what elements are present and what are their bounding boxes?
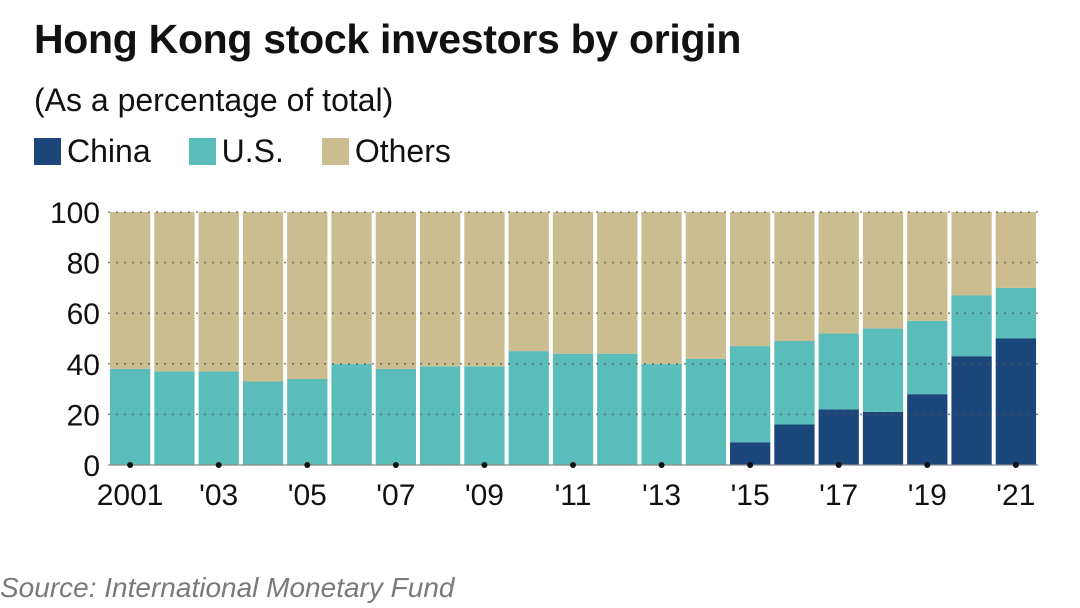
legend-item-us: U.S. (188, 133, 284, 170)
bar-us-2019 (907, 320, 948, 395)
x-tick-label-2017: '17 (819, 479, 858, 512)
legend-item-china: China (34, 133, 151, 170)
bar-us-2007 (375, 368, 416, 465)
x-tick-dot-2007 (392, 462, 399, 468)
x-tick-label-2001: 2001 (97, 479, 164, 512)
bar-us-2010 (508, 351, 549, 465)
y-tick-label-0: 0 (83, 450, 100, 483)
legend: China U.S. Others (34, 133, 489, 170)
bar-us-2002 (154, 371, 195, 465)
x-tick-label-2005: '05 (288, 479, 327, 512)
bar-china-2018 (862, 411, 904, 465)
bar-others-2004 (242, 212, 284, 382)
bar-others-2003 (198, 212, 239, 372)
bar-us-2017 (818, 333, 859, 410)
x-tick-dot-2009 (481, 462, 488, 468)
bar-others-2010 (508, 212, 549, 352)
x-tick-label-2013: '13 (642, 479, 681, 512)
x-tick-label-2009: '09 (465, 479, 504, 512)
bar-others-2019 (907, 212, 948, 321)
bar-us-2005 (287, 378, 328, 465)
x-tick-dot-2001 (127, 462, 134, 468)
bar-us-2001 (110, 368, 151, 465)
legend-label-others: Others (354, 133, 451, 169)
bar-others-2007 (375, 212, 416, 369)
source-note: Source: International Monetary Fund (0, 572, 455, 603)
x-tick-label-2007: '07 (376, 479, 415, 512)
legend-label-us: U.S. (221, 133, 284, 169)
bar-us-2009 (464, 366, 505, 465)
x-tick-label-2015: '15 (731, 479, 770, 512)
bar-us-2014 (685, 358, 726, 465)
x-tick-dot-2011 (570, 462, 576, 468)
bar-china-2017 (818, 409, 859, 465)
bar-china-2016 (774, 424, 815, 465)
bar-others-2012 (597, 212, 638, 354)
bar-others-2001 (110, 212, 151, 369)
y-tick-label-20: 20 (67, 399, 100, 432)
chart-subtitle: (As a percentage of total) (34, 82, 394, 118)
bar-china-2021 (995, 338, 1036, 465)
x-tick-label-2021: '21 (996, 479, 1035, 512)
bar-us-2003 (198, 371, 239, 465)
x-tick-dot-2015 (747, 462, 754, 468)
bar-us-2012 (597, 353, 638, 465)
bar-others-2008 (420, 212, 461, 367)
bar-us-2011 (552, 353, 594, 465)
x-tick-dot-2021 (1012, 462, 1019, 468)
bar-others-2015 (730, 212, 771, 347)
legend-swatch-china (34, 138, 61, 165)
y-tick-label-40: 40 (67, 349, 100, 382)
y-tick-label-80: 80 (67, 248, 100, 281)
y-tick-label-100: 100 (50, 197, 100, 230)
bar-others-2011 (552, 212, 594, 354)
bar-others-2014 (685, 212, 726, 359)
bar-others-2020 (951, 212, 992, 296)
x-tick-label-2011: '11 (555, 479, 592, 512)
bar-others-2006 (331, 212, 372, 364)
x-tick-dot-2019 (924, 462, 931, 468)
x-tick-dot-2013 (658, 462, 665, 468)
legend-item-others: Others (321, 133, 451, 170)
bar-us-2020 (951, 295, 992, 357)
x-tick-label-2019: '19 (908, 479, 947, 512)
bar-china-2019 (907, 394, 948, 465)
x-tick-label-2003: '03 (199, 479, 238, 512)
bar-others-2009 (464, 212, 505, 367)
bar-others-2017 (818, 212, 859, 334)
legend-swatch-us (188, 138, 216, 165)
y-tick-label-60: 60 (67, 298, 100, 331)
legend-label-china: China (67, 133, 151, 169)
bar-us-2015 (730, 346, 771, 443)
bar-us-2016 (774, 341, 815, 425)
x-tick-dot-2005 (304, 462, 311, 468)
bar-us-2018 (862, 328, 904, 412)
x-tick-dot-2003 (215, 462, 222, 468)
bar-others-2018 (862, 212, 904, 329)
legend-swatch-others (321, 138, 349, 165)
bar-china-2020 (951, 356, 992, 465)
bar-us-2004 (242, 381, 284, 465)
chart-title: Hong Kong stock investors by origin (34, 16, 742, 62)
bar-us-2008 (420, 366, 461, 465)
bar-others-2002 (154, 212, 195, 372)
bar-others-2005 (287, 212, 328, 379)
bar-others-2013 (641, 212, 682, 364)
bar-others-2021 (995, 212, 1036, 288)
x-tick-dot-2017 (835, 462, 842, 468)
bar-others-2016 (774, 212, 815, 342)
bar-china-2015 (730, 442, 771, 465)
